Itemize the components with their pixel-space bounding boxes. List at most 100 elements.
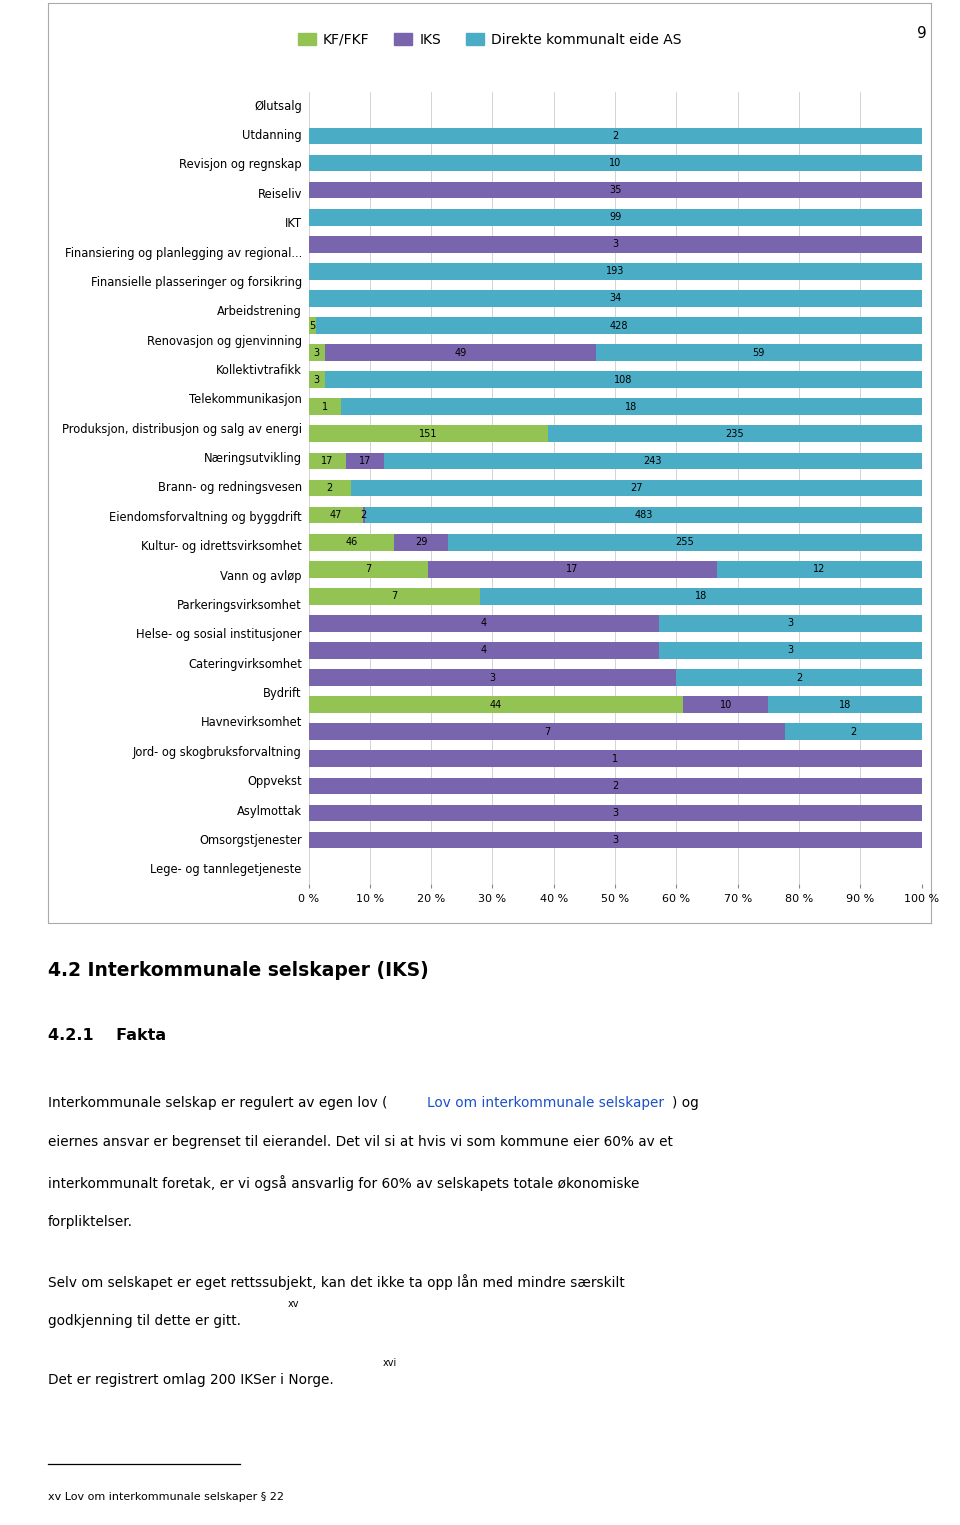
Bar (308, 506, 363, 523)
Bar (308, 317, 316, 334)
Text: 18: 18 (839, 700, 852, 709)
Bar (350, 479, 922, 497)
Text: Cateringvirksomhet: Cateringvirksomhet (188, 657, 301, 671)
Bar (308, 398, 341, 415)
Text: 3: 3 (612, 836, 618, 845)
Text: 151: 151 (420, 429, 438, 439)
Text: 4.2.1    Fakta: 4.2.1 Fakta (48, 1028, 166, 1043)
Text: Omsorgstjenester: Omsorgstjenester (199, 834, 301, 846)
Bar (308, 345, 325, 361)
Text: Utdanning: Utdanning (242, 130, 301, 142)
Text: 3: 3 (612, 808, 618, 817)
Text: IKT: IKT (285, 217, 301, 230)
Text: xvi: xvi (382, 1359, 396, 1368)
Bar (308, 262, 922, 279)
Text: 193: 193 (606, 267, 624, 276)
Text: 10: 10 (720, 700, 732, 709)
Text: 3: 3 (314, 375, 320, 384)
Text: 2: 2 (361, 509, 367, 520)
Bar (384, 453, 922, 470)
Bar (308, 805, 922, 822)
Text: Lov om interkommunale selskaper: Lov om interkommunale selskaper (427, 1095, 664, 1110)
Text: 7: 7 (543, 727, 550, 737)
Text: 235: 235 (726, 429, 744, 439)
Text: 428: 428 (610, 320, 628, 331)
Bar (325, 345, 596, 361)
Text: 2: 2 (796, 673, 803, 683)
Text: xv Lov om interkommunale selskaper § 22: xv Lov om interkommunale selskaper § 22 (48, 1491, 284, 1502)
Text: 1: 1 (612, 753, 618, 764)
Text: Havnevirksomhet: Havnevirksomhet (201, 717, 301, 729)
Bar (717, 561, 922, 578)
Text: godkjenning til dette er gitt.: godkjenning til dette er gitt. (48, 1313, 241, 1328)
Text: 9: 9 (917, 26, 926, 41)
Text: eiernes ansvar er begrenset til eierandel. Det vil si at hvis vi som kommune eie: eiernes ansvar er begrenset til eierande… (48, 1135, 673, 1150)
Text: Kultur- og idrettsvirksomhet: Kultur- og idrettsvirksomhet (141, 540, 301, 554)
Text: interkommunalt foretak, er vi også ansvarlig for 60% av selskapets totale økonom: interkommunalt foretak, er vi også ansva… (48, 1174, 639, 1191)
Bar (308, 154, 922, 171)
Text: 3: 3 (787, 645, 793, 656)
Text: 5: 5 (309, 320, 315, 331)
Text: 2: 2 (612, 781, 618, 791)
Bar (325, 371, 922, 387)
Bar (659, 615, 922, 631)
Bar (308, 615, 659, 631)
Bar (308, 479, 350, 497)
Text: Finansiering og planlegging av regional...: Finansiering og planlegging av regional.… (64, 247, 301, 259)
Bar (548, 425, 922, 442)
Text: Produksjon, distribusjon og salg av energi: Produksjon, distribusjon og salg av ener… (61, 422, 301, 436)
Text: 7: 7 (365, 564, 372, 575)
Bar (677, 669, 922, 686)
Bar (308, 697, 684, 714)
Text: Næringsutvikling: Næringsutvikling (204, 451, 301, 465)
Text: Brann- og redningsvesen: Brann- og redningsvesen (157, 482, 301, 494)
Bar (308, 128, 922, 145)
Text: 49: 49 (454, 348, 467, 357)
Text: 12: 12 (813, 564, 826, 575)
Bar (365, 506, 922, 523)
Text: 3: 3 (787, 619, 793, 628)
Text: forpliktelser.: forpliktelser. (48, 1214, 133, 1229)
Text: 18: 18 (625, 401, 637, 412)
Legend: KF/FKF, IKS, Direkte kommunalt eide AS: KF/FKF, IKS, Direkte kommunalt eide AS (292, 27, 687, 52)
Text: 18: 18 (695, 592, 707, 601)
Text: Finansielle plasseringer og forsikring: Finansielle plasseringer og forsikring (90, 276, 301, 288)
Bar (308, 236, 922, 253)
Bar (394, 534, 448, 551)
Text: 35: 35 (609, 185, 621, 195)
Text: 10: 10 (609, 159, 621, 168)
Text: 483: 483 (635, 509, 653, 520)
Text: Det er registrert omlag 200 IKSer i Norge.: Det er registrert omlag 200 IKSer i Norg… (48, 1372, 334, 1388)
Bar (308, 181, 922, 198)
Bar (308, 290, 922, 307)
Text: Oppvekst: Oppvekst (247, 775, 301, 788)
Bar (316, 317, 922, 334)
Text: 47: 47 (329, 509, 342, 520)
Text: 17: 17 (566, 564, 579, 575)
Text: 29: 29 (415, 537, 427, 547)
Bar (308, 669, 677, 686)
Text: Telekommunikasjon: Telekommunikasjon (189, 393, 301, 406)
Bar (308, 642, 659, 659)
Text: Helse- og sosial institusjoner: Helse- og sosial institusjoner (136, 628, 301, 642)
Text: Bydrift: Bydrift (263, 688, 301, 700)
Text: 2: 2 (326, 483, 333, 493)
Text: Interkommunale selskap er regulert av egen lov (: Interkommunale selskap er regulert av eg… (48, 1095, 388, 1110)
Bar (480, 589, 922, 605)
Bar (308, 209, 922, 226)
Text: 1: 1 (322, 401, 327, 412)
Bar (428, 561, 717, 578)
Bar (785, 723, 922, 740)
Text: 4: 4 (481, 619, 487, 628)
Bar (308, 723, 785, 740)
Text: 4: 4 (481, 645, 487, 656)
Text: 2: 2 (851, 727, 856, 737)
Bar (308, 778, 922, 795)
Text: 17: 17 (359, 456, 372, 467)
Text: 17: 17 (322, 456, 333, 467)
Text: 7: 7 (392, 592, 397, 601)
Text: 243: 243 (643, 456, 662, 467)
Text: Selv om selskapet er eget rettssubjekt, kan det ikke ta opp lån med mindre særsk: Selv om selskapet er eget rettssubjekt, … (48, 1273, 625, 1290)
Text: 255: 255 (676, 537, 694, 547)
Text: 3: 3 (314, 348, 320, 357)
